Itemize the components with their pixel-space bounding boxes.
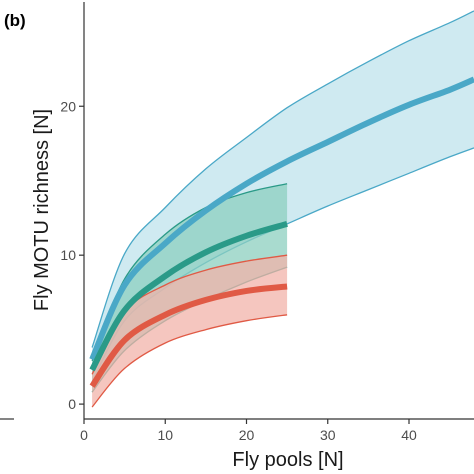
ci-lower-red (91, 314, 288, 408)
mean-line-red (89, 283, 288, 388)
y-ticks: 0 10 20 (60, 98, 84, 412)
y-axis-title: Fly MOTU richness [N] (31, 109, 53, 311)
x-tick-label: 0 (80, 427, 88, 443)
x-tick-label: 30 (320, 427, 336, 443)
y-tick-label: 20 (60, 98, 76, 114)
ci-upper-blue (91, 10, 474, 348)
mean-lines (89, 76, 474, 388)
x-tick-label: 10 (157, 427, 173, 443)
y-tick-label: 10 (60, 247, 76, 263)
x-tick-label: 40 (401, 427, 417, 443)
x-axis-title: Fly pools [N] (232, 449, 343, 471)
panel-label: (b) (4, 11, 26, 30)
x-tick-label: 20 (239, 427, 255, 443)
y-tick-label: 0 (68, 396, 76, 412)
mean-line-teal (89, 221, 288, 372)
ci-bands (91, 10, 474, 408)
x-ticks: 0 10 20 30 40 (80, 419, 417, 443)
mean-line-blue (89, 76, 474, 361)
